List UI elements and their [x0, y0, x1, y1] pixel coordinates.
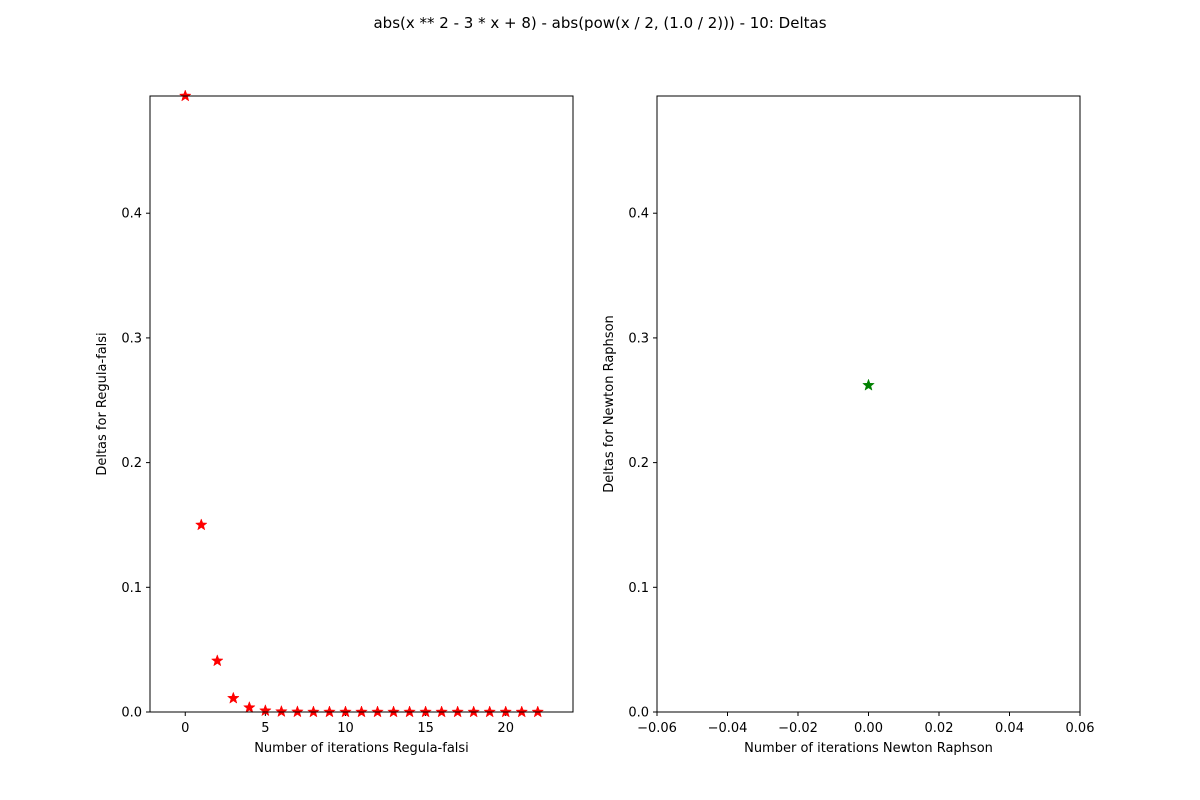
data-point-star	[371, 705, 384, 718]
x-tick-label: 10	[337, 721, 354, 736]
x-tick-label: 0.06	[1066, 721, 1095, 736]
y-tick-label: 0.2	[628, 456, 649, 471]
regula-falsi-panel: 0.0 0.1 0.2 0.3 0.4 0 5 10 15 20 Number of iterati…	[95, 89, 574, 756]
y-axis-label: Deltas for Newton Raphson	[602, 315, 617, 493]
data-point-star	[451, 705, 465, 718]
y-tick-label: 0.2	[121, 456, 142, 471]
data-point-star	[531, 705, 545, 718]
x-tick-label: −0.04	[708, 721, 748, 736]
data-point-star	[435, 705, 448, 718]
x-tick-label: −0.06	[637, 721, 677, 736]
data-point-star	[467, 705, 481, 718]
data-point-star	[419, 705, 432, 718]
y-tick-label: 0.0	[121, 706, 142, 721]
x-tick-label: 20	[497, 721, 514, 736]
data-point-star	[242, 700, 256, 714]
data-point-star	[387, 705, 400, 718]
axes-frame	[656, 95, 1081, 713]
x-tick-label: 15	[417, 721, 434, 736]
data-point-star	[515, 705, 529, 718]
y-tick-label: 0.4	[628, 207, 649, 222]
data-point-star	[258, 704, 272, 717]
data-point-star	[499, 705, 513, 718]
y-tick-label: 0.1	[628, 581, 649, 596]
data-point-star	[323, 705, 336, 718]
data-point-star	[862, 378, 875, 391]
data-point-star	[483, 705, 497, 718]
data-point-star	[226, 691, 240, 704]
data-point-star	[194, 518, 208, 531]
x-tick-label: 0	[181, 721, 189, 736]
newton-raphson-panel: 0.0 0.1 0.2 0.3 0.4 −0.06 −0.04 −0.02 0.00 0.02 0.…	[602, 95, 1095, 756]
y-axis-label: Deltas for Regula-falsi	[95, 332, 110, 475]
x-tick-label: 0.02	[925, 721, 954, 736]
x-tick-label: 0.00	[854, 721, 883, 736]
data-point-star	[291, 705, 304, 718]
data-point-star	[307, 705, 320, 718]
data-point-star	[403, 705, 416, 718]
y-tick-label: 0.0	[628, 706, 649, 721]
x-axis-label: Number of iterations Newton Raphson	[744, 741, 993, 756]
y-tick-label: 0.3	[628, 331, 649, 346]
data-point-star	[210, 654, 224, 667]
data-point-star	[274, 704, 288, 718]
y-tick-label: 0.3	[121, 331, 142, 346]
y-tick-label: 0.1	[121, 581, 142, 596]
data-point-star	[178, 89, 192, 102]
x-tick-label: −0.02	[778, 721, 818, 736]
x-tick-label: 5	[261, 721, 269, 736]
y-tick-label: 0.4	[121, 207, 142, 222]
data-point-star	[355, 705, 368, 718]
figure-title: abs(x ** 2 - 3 * x + 8) - abs(pow(x / 2,…	[373, 14, 826, 32]
x-tick-label: 0.04	[995, 721, 1024, 736]
x-axis-label: Number of iterations Regula-falsi	[254, 741, 469, 756]
axes-frame	[149, 95, 574, 713]
data-point-star	[339, 705, 352, 718]
